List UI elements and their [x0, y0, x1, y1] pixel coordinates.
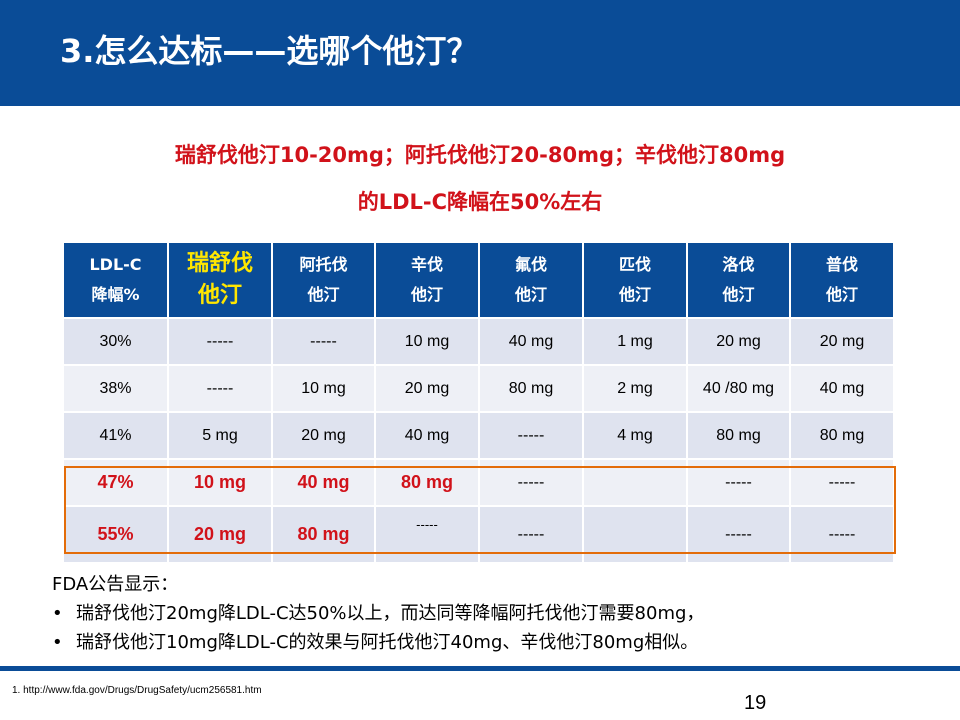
page-number: 19 — [744, 692, 767, 714]
header-ldl-reduction: LDL-C 降幅% — [64, 243, 169, 319]
fda-notice: FDA公告显示： • 瑞舒伐他汀20mg降LDL-C达50%以上，而达同等降幅阿托… — [52, 570, 704, 654]
table-cell: 41% — [64, 412, 169, 460]
table-cell: 55% — [64, 506, 169, 564]
fda-bullet-text: 瑞舒伐他汀20mg降LDL-C达50%以上，而达同等降幅阿托伐他汀需要80mg， — [76, 603, 705, 624]
bullet-symbol: • — [52, 632, 63, 653]
table-cell — [583, 506, 688, 564]
bullet-symbol: • — [52, 603, 63, 624]
title-bar: 3.怎么达标——选哪个他汀？ — [0, 0, 960, 106]
table-header-row: LDL-C 降幅% 瑞舒伐 他汀 阿托伐 他汀 辛伐 他汀 氟伐 他汀 匹伐 他汀 洛伐 他汀… — [64, 243, 895, 319]
table-cell: 40 mg — [375, 412, 480, 460]
header-simvastatin: 辛伐 他汀 — [375, 243, 480, 319]
table-cell: ----- — [479, 412, 584, 460]
table-cell: 4 mg — [583, 412, 688, 460]
table-row: 41% 5 mg 20 mg 40 mg ----- 4 mg 80 mg 80… — [64, 412, 895, 460]
table-cell: 10 mg — [375, 318, 480, 366]
fda-bullet-1: • 瑞舒伐他汀20mg降LDL-C达50%以上，而达同等降幅阿托伐他汀需要80mg… — [52, 599, 704, 625]
footer-divider — [0, 666, 960, 671]
header-pravastatin: 普伐 他汀 — [790, 243, 895, 319]
table-cell: 20 mg — [687, 318, 791, 366]
table-cell: 80 mg — [790, 412, 895, 460]
statin-dose-table: LDL-C 降幅% 瑞舒伐 他汀 阿托伐 他汀 辛伐 他汀 氟伐 他汀 匹伐 他汀 洛伐 他汀… — [64, 243, 895, 564]
table-cell: 1 mg — [583, 318, 688, 366]
table-cell: 40 /80 mg — [687, 365, 791, 413]
subtitle-line-2: 的LDL-C降幅在50%左右 — [357, 190, 603, 214]
table-cell: ----- — [272, 318, 376, 366]
table-cell: 20 mg — [272, 412, 376, 460]
fda-notice-title: FDA公告显示： — [52, 574, 179, 595]
table-cell: 5 mg — [168, 412, 273, 460]
header-pitavastatin: 匹伐 他汀 — [583, 243, 688, 319]
table-cell: 38% — [64, 365, 169, 413]
header-atorvastatin: 阿托伐 他汀 — [272, 243, 376, 319]
table-cell: 20 mg — [790, 318, 895, 366]
table-cell: 80 mg — [687, 412, 791, 460]
highlight-box — [64, 466, 896, 554]
table-row: 38% ----- 10 mg 20 mg 80 mg 2 mg 40 /80 … — [64, 365, 895, 413]
table-row: 30% ----- ----- 10 mg 40 mg 1 mg 20 mg 2… — [64, 318, 895, 366]
table-cell: 80 mg — [479, 365, 584, 413]
header-rosuvastatin: 瑞舒伐 他汀 — [168, 243, 273, 319]
table-cell: 10 mg — [272, 365, 376, 413]
table-cell: 30% — [64, 318, 169, 366]
slide-title: 3.怎么达标——选哪个他汀？ — [60, 32, 479, 70]
table-cell: 2 mg — [583, 365, 688, 413]
header-fluvastatin: 氟伐 他汀 — [479, 243, 584, 319]
table-cell: 20 mg — [375, 365, 480, 413]
header-lovastatin: 洛伐 他汀 — [687, 243, 791, 319]
table-cell: ----- — [168, 318, 273, 366]
reference-link[interactable]: 1. http://www.fda.gov/Drugs/DrugSafety/u… — [12, 685, 262, 696]
table-cell: 40 mg — [479, 318, 584, 366]
fda-bullet-text: 瑞舒伐他汀10mg降LDL-C的效果与阿托伐他汀40mg、辛伐他汀80mg相似。 — [76, 632, 699, 653]
table-cell: 40 mg — [790, 365, 895, 413]
fda-bullet-2: • 瑞舒伐他汀10mg降LDL-C的效果与阿托伐他汀40mg、辛伐他汀80mg相似… — [52, 628, 704, 654]
table-cell: ----- — [168, 365, 273, 413]
subtitle-line-1: 瑞舒伐他汀10-20mg；阿托伐他汀20-80mg；辛伐他汀80mg — [174, 143, 786, 167]
